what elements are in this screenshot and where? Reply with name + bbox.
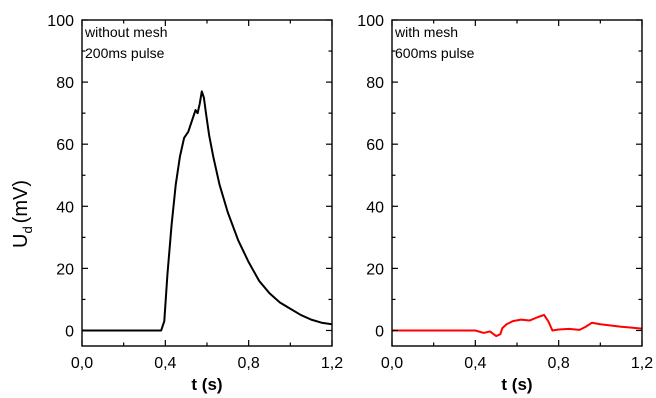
annotation-line-0: without mesh	[84, 24, 167, 40]
y-axis-label-main: U	[10, 234, 32, 248]
y-tick-label: 0	[375, 323, 384, 340]
y-tick-label: 80	[366, 75, 384, 92]
y-tick-label: 0	[65, 323, 74, 340]
y-tick-label: 60	[366, 137, 384, 154]
y-tick-label: 40	[56, 199, 74, 216]
annotation-line-1: 600ms pulse	[395, 45, 475, 61]
x-tick-label: 0,8	[548, 355, 570, 372]
x-tick-label: 0,0	[71, 355, 93, 372]
x-tick-label: 0,4	[464, 355, 486, 372]
y-tick-label: 80	[56, 75, 74, 92]
y-tick-label: 100	[357, 13, 384, 30]
series-line-0	[82, 90, 332, 332]
right-panel: 0,0 0,4 0,8 1,2 0 20 40 60 80 100 t (s) with mesh 60…	[357, 13, 653, 394]
plot-frame	[81, 19, 333, 347]
y-axis-label-unit: (mV)	[10, 180, 32, 223]
y-tick-label: 20	[366, 261, 384, 278]
x-tick-label: 0,4	[154, 355, 176, 372]
annotation-line-1: 200ms pulse	[85, 45, 165, 61]
y-axis-label-subscript: d	[20, 226, 35, 233]
plot-frame	[391, 19, 643, 347]
y-axis-label: Ud (mV)	[10, 180, 35, 248]
left-panel: 0,0 0,4 0,8 1,2 0 20 40 60 80 100 t (s) without mes…	[47, 13, 343, 394]
x-axis-label: t (s)	[191, 375, 222, 394]
y-tick-label: 40	[366, 199, 384, 216]
y-tick-label: 20	[56, 261, 74, 278]
y-tick-label: 100	[47, 13, 74, 30]
x-tick-label: 1,2	[631, 355, 653, 372]
x-tick-label: 1,2	[321, 355, 343, 372]
y-tick-label: 60	[56, 137, 74, 154]
x-tick-label: 0,8	[238, 355, 260, 372]
x-axis-label: t (s)	[501, 375, 532, 394]
series-line-0	[392, 313, 642, 338]
annotation-line-0: with mesh	[394, 24, 458, 40]
x-tick-label: 0,0	[381, 355, 403, 372]
